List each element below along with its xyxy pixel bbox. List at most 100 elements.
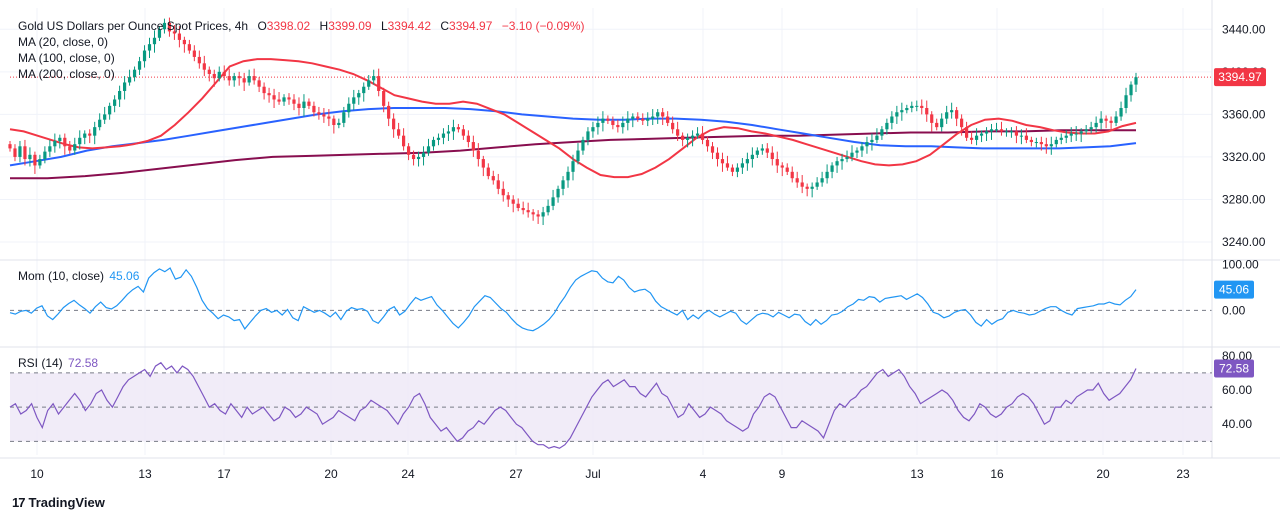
candle-body bbox=[342, 112, 346, 123]
candle-body bbox=[984, 131, 989, 134]
last-price-label: 3394.97 bbox=[1218, 70, 1262, 84]
x-tick-label: 20 bbox=[324, 467, 338, 481]
candle-body bbox=[606, 118, 610, 121]
candle-body bbox=[147, 44, 152, 51]
candle-body bbox=[690, 135, 695, 138]
candle-body bbox=[362, 86, 366, 94]
candle-body bbox=[337, 122, 341, 126]
candle-body bbox=[177, 33, 181, 40]
candle-body bbox=[352, 97, 356, 104]
candle-body bbox=[402, 135, 406, 147]
x-tick-label: 16 bbox=[990, 467, 1004, 481]
mom-line bbox=[9, 267, 1137, 332]
pane-separators bbox=[0, 0, 1280, 459]
x-tick-label: 27 bbox=[509, 467, 523, 481]
candle-body bbox=[770, 152, 774, 160]
candle-body bbox=[23, 146, 27, 160]
price-tick-label: 3240.00 bbox=[1222, 235, 1266, 249]
candle-body bbox=[865, 142, 869, 147]
candle-body bbox=[999, 129, 1004, 132]
x-tick-label: 13 bbox=[138, 467, 152, 481]
mom-legend-value: 45.06 bbox=[109, 269, 140, 283]
candle-body bbox=[297, 103, 301, 108]
candle-body bbox=[960, 118, 964, 128]
candle-body bbox=[53, 140, 57, 147]
candle-body bbox=[805, 186, 809, 189]
candle-body bbox=[322, 114, 326, 117]
candle-body bbox=[207, 69, 211, 74]
candle-body bbox=[965, 127, 969, 138]
ma200-legend[interactable]: MA (200, close, 0) bbox=[18, 67, 115, 81]
candle-body bbox=[1129, 84, 1133, 96]
candle-body bbox=[1099, 118, 1103, 123]
candle-body bbox=[815, 182, 819, 187]
candle-body bbox=[1084, 129, 1088, 132]
candle-body bbox=[441, 133, 446, 138]
candle-body bbox=[989, 129, 994, 132]
candle-body bbox=[431, 139, 436, 147]
candle-body bbox=[790, 171, 794, 179]
candle-body bbox=[586, 131, 590, 140]
candle-body bbox=[671, 122, 675, 130]
candle-body bbox=[406, 146, 411, 155]
tradingview-brand[interactable]: 17 TradingView bbox=[12, 495, 105, 510]
candle-body bbox=[900, 110, 904, 113]
candle-body bbox=[157, 29, 162, 38]
candle-body bbox=[581, 139, 585, 151]
candle-body bbox=[631, 116, 635, 119]
candle-body bbox=[496, 180, 500, 189]
candle-body bbox=[327, 116, 331, 119]
candle-body bbox=[661, 112, 665, 117]
candle-body bbox=[347, 103, 351, 113]
candle-body bbox=[88, 133, 92, 136]
candle-body bbox=[800, 182, 804, 187]
rsi-tick-label: 80.00 bbox=[1222, 349, 1252, 363]
ma20-legend[interactable]: MA (20, close, 0) bbox=[18, 35, 109, 49]
rsi-legend[interactable]: RSI (14) 72.58 bbox=[18, 355, 98, 371]
candle-body bbox=[302, 101, 306, 108]
last-price-badge bbox=[1214, 68, 1266, 87]
candle-body bbox=[43, 151, 47, 160]
mom-tick-label: 0.00 bbox=[1222, 303, 1246, 317]
candle-body bbox=[566, 171, 570, 181]
candle-body bbox=[616, 125, 620, 128]
candle-body bbox=[750, 154, 754, 160]
candle-body bbox=[945, 112, 949, 119]
candle-body bbox=[392, 118, 396, 130]
candle-body bbox=[541, 212, 545, 217]
candle-body bbox=[910, 105, 914, 108]
candle-body bbox=[257, 80, 261, 87]
candle-body bbox=[845, 156, 849, 160]
candle-body bbox=[461, 129, 465, 136]
candle-body bbox=[416, 156, 421, 160]
candle-body bbox=[267, 93, 271, 96]
candle-body bbox=[875, 135, 879, 140]
candle-body bbox=[292, 99, 296, 104]
candle-body bbox=[108, 105, 112, 115]
candle-body bbox=[132, 69, 137, 78]
candle-body bbox=[387, 105, 391, 119]
candle-body bbox=[1059, 137, 1063, 140]
candle-body bbox=[955, 110, 959, 119]
mom-tick-label: 100.00 bbox=[1222, 257, 1259, 271]
candle-body bbox=[666, 116, 670, 123]
x-tick-label: 17 bbox=[217, 467, 231, 481]
mom-label: Mom (10, close) bbox=[18, 269, 105, 283]
candle-body bbox=[78, 137, 82, 145]
ma100-legend[interactable]: MA (100, close, 0) bbox=[18, 51, 115, 65]
candle-body bbox=[73, 144, 77, 151]
candle-body bbox=[13, 148, 17, 157]
candle-body bbox=[1034, 142, 1038, 144]
candle-body bbox=[1039, 142, 1043, 145]
mom-legend[interactable]: Mom (10, close) 45.06 bbox=[18, 268, 139, 284]
candle-body bbox=[232, 76, 236, 81]
candle-body bbox=[1114, 116, 1118, 123]
candle-body bbox=[855, 150, 859, 153]
rsi-value-badge bbox=[1214, 359, 1254, 378]
candle-body bbox=[312, 105, 316, 113]
x-tick-label: 13 bbox=[910, 467, 924, 481]
candle-body bbox=[974, 135, 979, 140]
candle-body bbox=[740, 163, 744, 168]
symbol-legend: Gold US Dollars per Ounce Spot Prices, 4… bbox=[18, 18, 585, 34]
